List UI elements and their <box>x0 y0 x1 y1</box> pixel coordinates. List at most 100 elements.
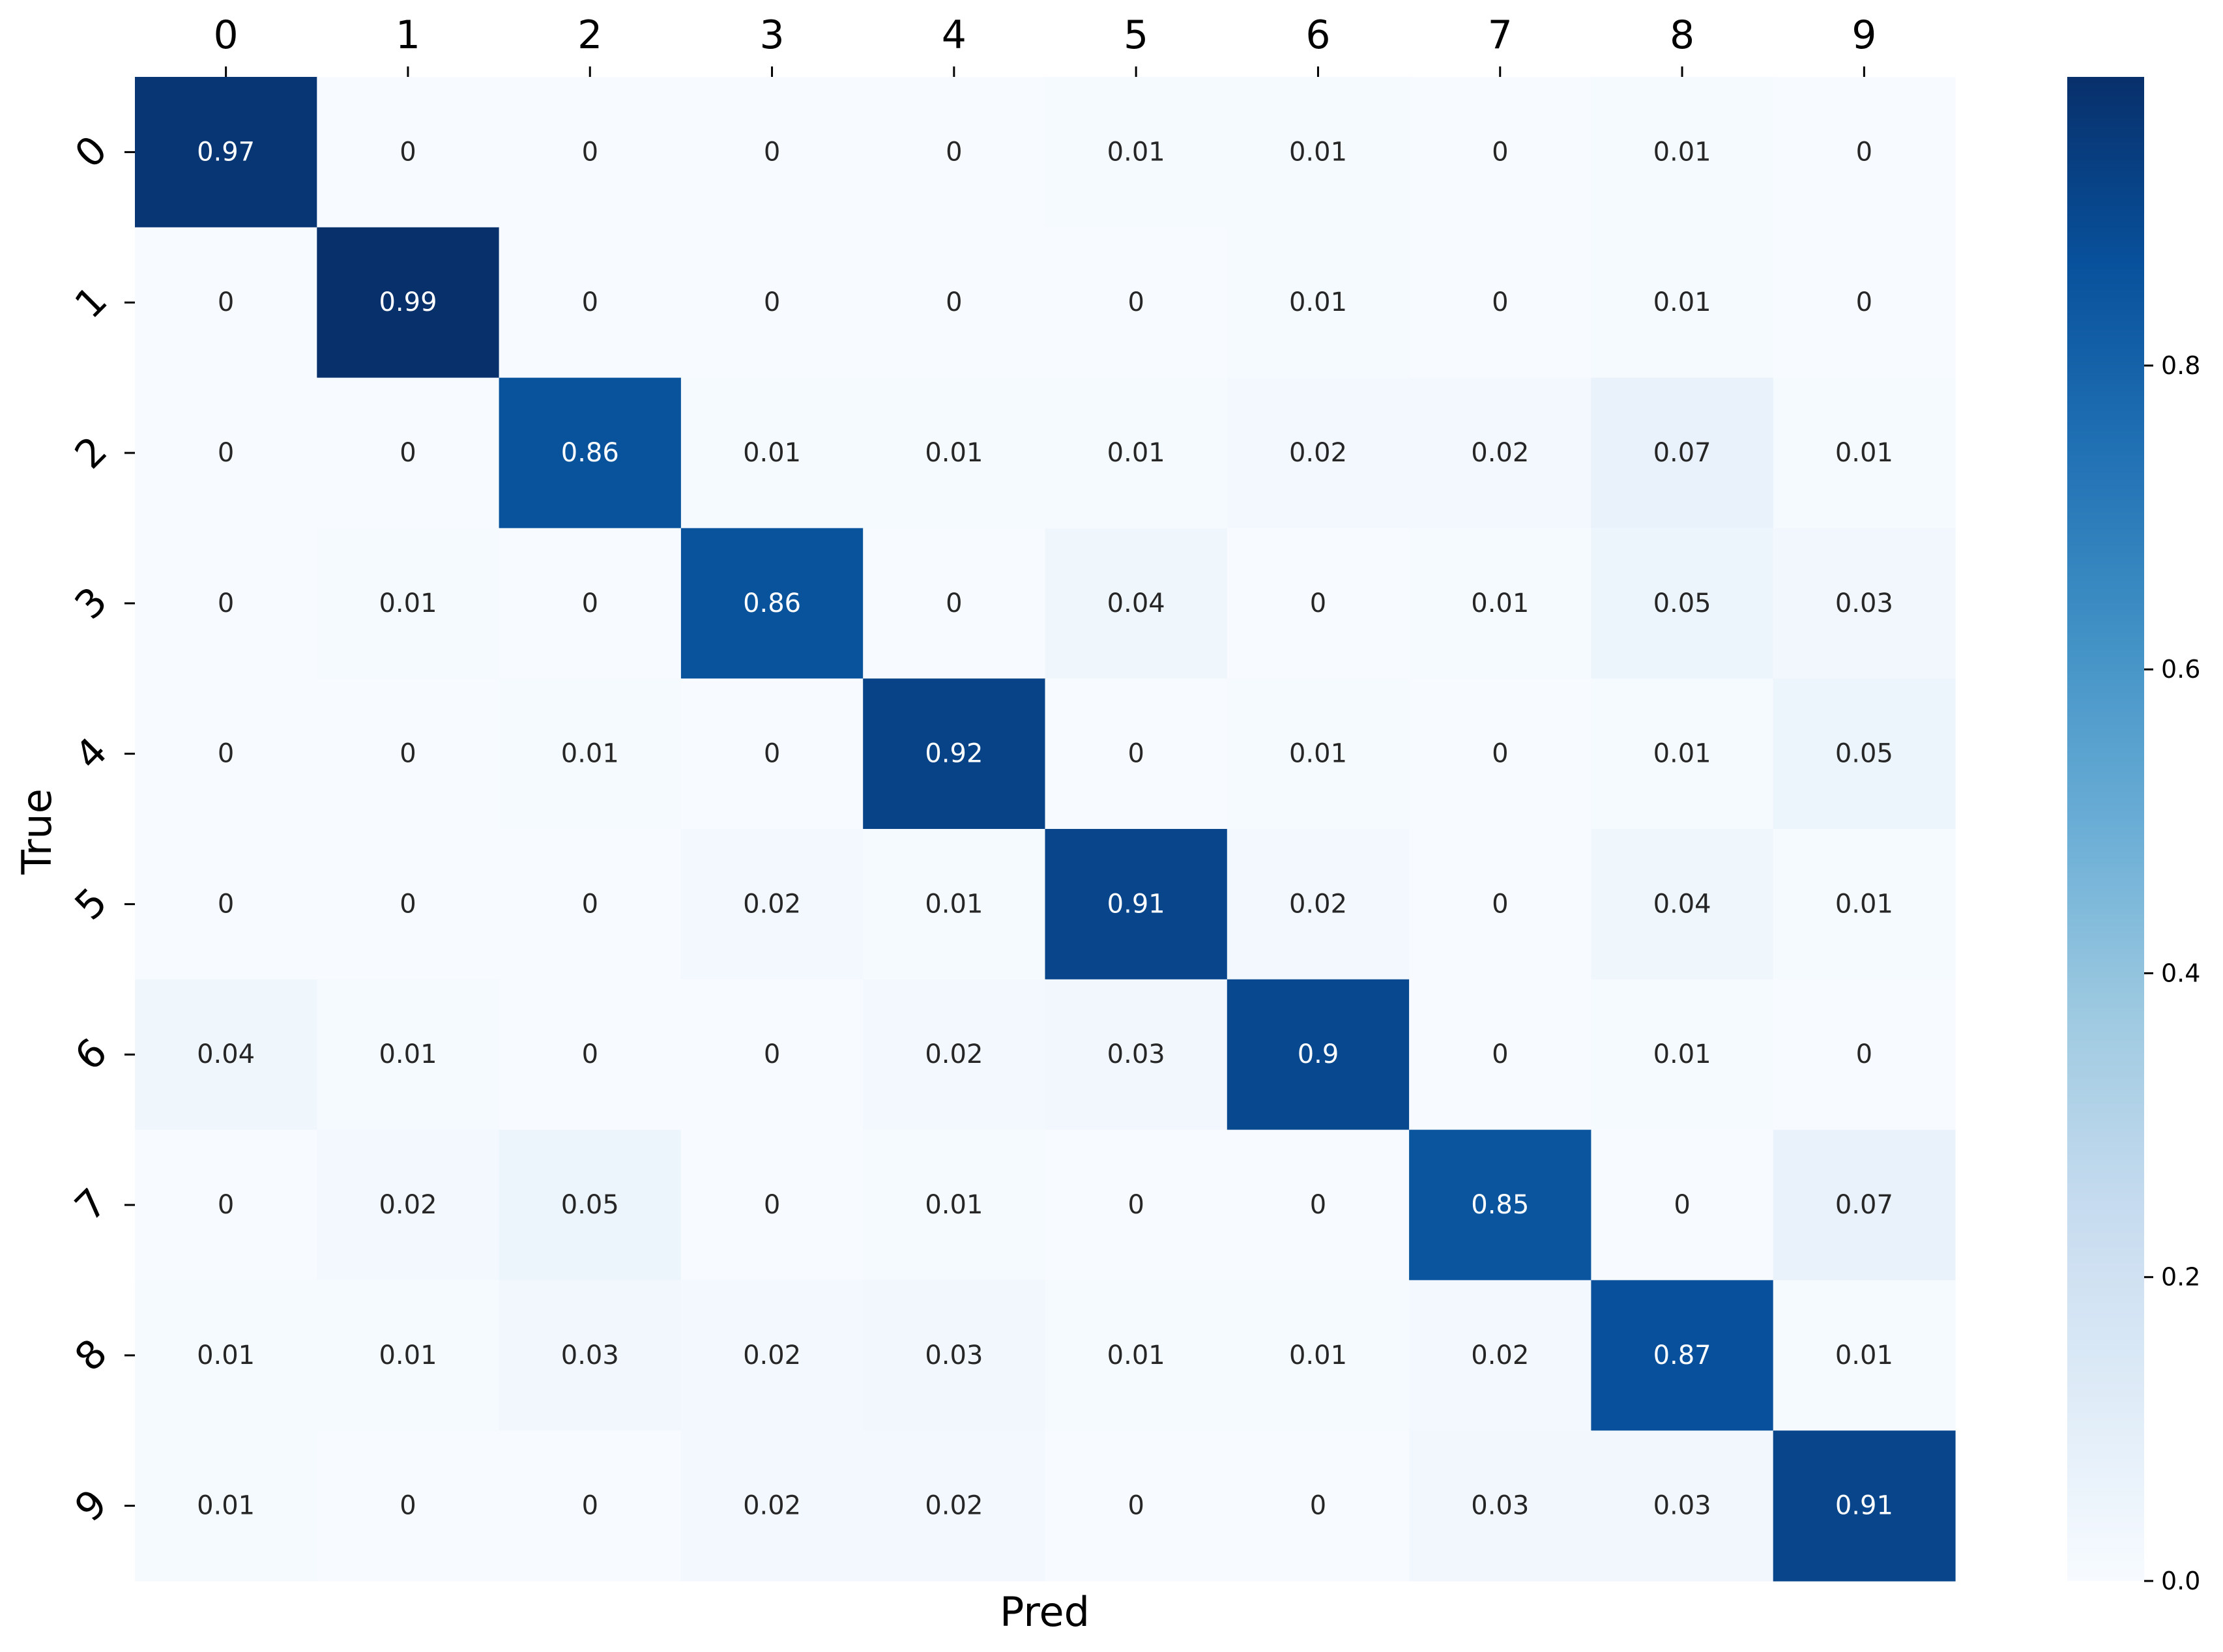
cell-value-label: 0 <box>764 739 780 769</box>
heatmap-cell <box>499 678 682 830</box>
cell-value-label: 0 <box>218 889 234 919</box>
heatmap-cell <box>317 77 500 228</box>
heatmap-cell <box>680 528 864 679</box>
cell-value-label: 0.99 <box>379 287 437 317</box>
cell-value-label: 0.02 <box>1289 438 1347 468</box>
heatmap-cell <box>317 1129 500 1281</box>
heatmap-cell <box>135 979 317 1131</box>
cell-value-label: 0.02 <box>743 889 801 919</box>
heatmap-cell <box>1773 829 1956 980</box>
heatmap-cell-labels: 0.97 0 0 0 0 0.01 0.01 0 0.01 0 0 0.99 0 0 0 0 0.01 0 0.01… <box>197 137 1893 1520</box>
cell-value-label: 0.01 <box>925 889 983 919</box>
cell-value-label: 0 <box>400 137 416 167</box>
cell-value-label: 0 <box>400 889 416 919</box>
cell-value-label: 0 <box>1856 137 1872 167</box>
x-tick-label: 6 <box>1305 12 1330 58</box>
x-tick-label: 0 <box>214 12 239 58</box>
cell-value-label: 0.02 <box>743 1491 801 1521</box>
cell-value-label: 0.01 <box>1835 438 1893 468</box>
heatmap-cell <box>1591 528 1774 679</box>
cell-value-label: 0 <box>582 1039 598 1069</box>
heatmap-cell <box>1045 227 1228 379</box>
heatmap-cell <box>863 1129 1046 1281</box>
heatmap-cell <box>1227 528 1410 679</box>
cell-value-label: 0.01 <box>379 1039 437 1069</box>
y-tick-label: 7 <box>66 1180 117 1230</box>
heatmap-cell <box>1045 1129 1228 1281</box>
heatmap-cell <box>1591 1430 1774 1582</box>
x-axis-title: Pred <box>1000 1588 1090 1636</box>
heatmap-cell <box>1227 678 1410 830</box>
heatmap-cell <box>1591 1129 1774 1281</box>
cell-value-label: 0.86 <box>561 438 619 468</box>
cell-value-label: 0.91 <box>1835 1491 1893 1521</box>
cell-value-label: 0.02 <box>1471 438 1529 468</box>
heatmap-cell <box>135 1430 317 1582</box>
x-tick-label: 3 <box>759 12 784 58</box>
heatmap-cell <box>863 1430 1046 1582</box>
heatmap-cell <box>1045 1430 1228 1582</box>
cell-value-label: 0.02 <box>379 1190 437 1220</box>
heatmap-cell <box>1227 77 1410 228</box>
cell-value-label: 0.03 <box>561 1340 619 1370</box>
heatmap-cell <box>1773 1129 1956 1281</box>
heatmap-cell <box>1409 377 1591 529</box>
heatmap-cell <box>135 1129 317 1281</box>
cell-value-label: 0 <box>218 1190 234 1220</box>
heatmap-cell <box>1409 829 1591 980</box>
cell-value-label: 0 <box>1310 1491 1326 1521</box>
heatmap-cell <box>1591 77 1774 228</box>
heatmap-cell <box>680 227 864 379</box>
heatmap-cell <box>135 678 317 830</box>
cell-value-label: 0 <box>582 137 598 167</box>
colorbar-tick-label: 0.2 <box>2161 1263 2200 1292</box>
x-tick-label: 4 <box>942 12 966 58</box>
cell-value-label: 0.01 <box>1289 287 1347 317</box>
cell-value-label: 0.01 <box>925 1190 983 1220</box>
heatmap-cell <box>1045 979 1228 1131</box>
heatmap-cell <box>863 77 1046 228</box>
heatmap-cell <box>499 1129 682 1281</box>
y-tick-label: 1 <box>66 278 117 328</box>
heatmap-cell <box>1773 1280 1956 1431</box>
heatmap-cell <box>1227 377 1410 529</box>
heatmap-cell <box>1409 227 1591 379</box>
heatmap-cells <box>135 77 1956 1582</box>
cell-value-label: 0 <box>1492 889 1508 919</box>
cell-value-label: 0.01 <box>561 739 619 769</box>
y-tick-label: 0 <box>66 127 117 177</box>
heatmap-cell <box>680 829 864 980</box>
heatmap-cell <box>1591 227 1774 379</box>
cell-value-label: 0 <box>400 739 416 769</box>
x-tick-label: 1 <box>396 12 420 58</box>
heatmap-cell <box>1045 377 1228 529</box>
heatmap-cell <box>1227 1430 1410 1582</box>
cell-value-label: 0.07 <box>1653 438 1711 468</box>
y-axis-title: True <box>13 789 61 875</box>
cell-value-label: 0 <box>1127 287 1144 317</box>
cell-value-label: 0 <box>764 1039 780 1069</box>
heatmap-cell <box>1591 979 1774 1131</box>
heatmap-cell <box>863 1280 1046 1431</box>
cell-value-label: 0 <box>1310 1190 1326 1220</box>
cell-value-label: 0 <box>1310 588 1326 618</box>
cell-value-label: 0.01 <box>1471 588 1529 618</box>
cell-value-label: 0.01 <box>1653 739 1711 769</box>
cell-value-label: 0 <box>218 739 234 769</box>
cell-value-label: 0.01 <box>379 1340 437 1370</box>
heatmap-cell <box>863 528 1046 679</box>
heatmap-cell <box>317 528 500 679</box>
colorbar-tick-label: 0.4 <box>2161 959 2200 987</box>
heatmap-cell <box>317 227 500 379</box>
cell-value-label: 0.01 <box>1835 1340 1893 1370</box>
heatmap-cell <box>499 829 682 980</box>
cell-value-label: 0.01 <box>1289 1340 1347 1370</box>
cell-value-label: 0 <box>1492 137 1508 167</box>
heatmap-cell <box>863 829 1046 980</box>
x-tick-label: 5 <box>1124 12 1148 58</box>
heatmap-cell <box>1227 829 1410 980</box>
cell-value-label: 0.01 <box>1835 889 1893 919</box>
y-tick-label: 6 <box>66 1030 117 1080</box>
cell-value-label: 0.87 <box>1653 1340 1711 1370</box>
